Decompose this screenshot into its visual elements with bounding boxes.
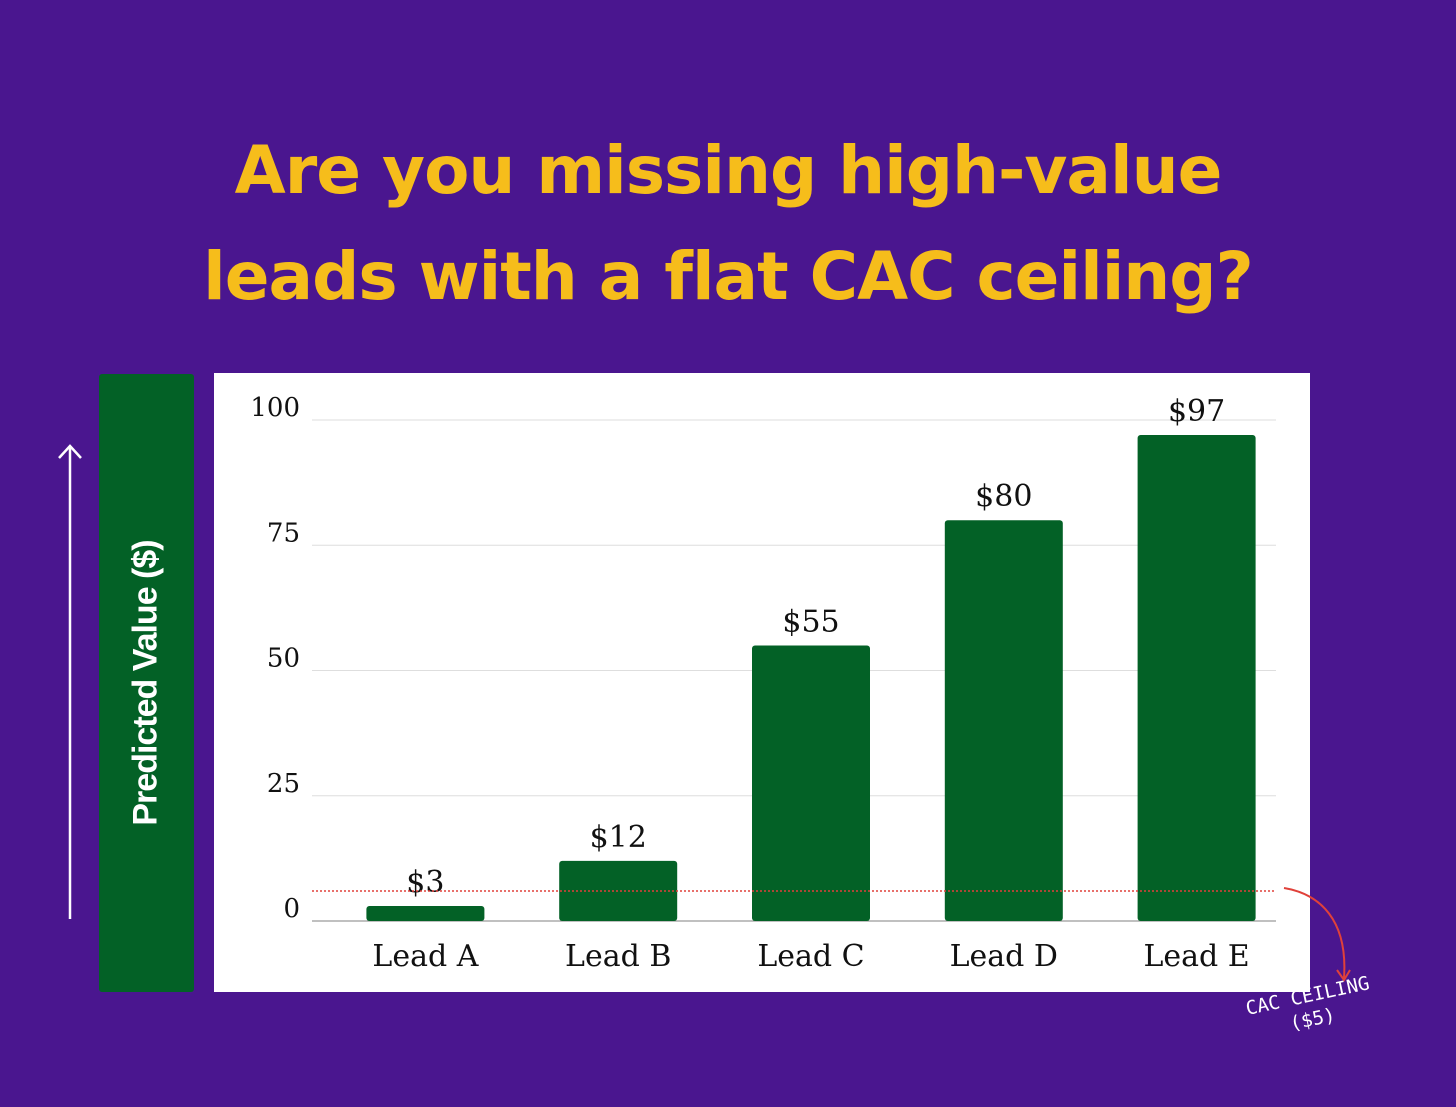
- title-line-2: leads with a flat CAC ceiling?: [203, 238, 1254, 315]
- data-label: $3: [406, 865, 444, 900]
- x-tick-label: Lead A: [372, 939, 478, 974]
- y-axis-label: Predicted Value ($): [126, 540, 165, 826]
- x-tick-label: Lead D: [950, 939, 1058, 974]
- y-tick-label: 50: [267, 644, 300, 674]
- up-arrow-icon: [58, 444, 82, 919]
- bar: [559, 860, 678, 921]
- x-tick-label: Lead B: [565, 939, 671, 974]
- bar: [366, 905, 485, 921]
- bar: [752, 645, 870, 921]
- bar: [1137, 435, 1256, 921]
- data-label: $12: [590, 820, 647, 855]
- y-axis-label-panel: Predicted Value ($): [99, 374, 194, 992]
- y-tick-label: 0: [283, 894, 300, 924]
- page-title: Are you missing high-value leads with a …: [0, 118, 1456, 330]
- chart-card: 0 25 50 75 100 $3 Lead A $12 Lead B $55 Lead C $80 L…: [214, 373, 1310, 992]
- title-line-1: Are you missing high-value: [234, 132, 1223, 209]
- data-label: $55: [782, 604, 839, 639]
- bar: [944, 520, 1063, 921]
- data-label: $97: [1168, 394, 1225, 429]
- ceiling-pointer-arrow-icon: [1283, 887, 1351, 982]
- y-tick-label: 75: [267, 518, 300, 548]
- x-tick-label: Lead C: [757, 939, 864, 974]
- y-tick-label: 100: [250, 393, 300, 423]
- y-tick-label: 25: [267, 769, 300, 799]
- x-tick-label: Lead E: [1143, 939, 1249, 974]
- data-label: $80: [975, 479, 1032, 514]
- bar-chart: 0 25 50 75 100 $3 Lead A $12 Lead B $55 Lead C $80 L…: [250, 393, 1276, 974]
